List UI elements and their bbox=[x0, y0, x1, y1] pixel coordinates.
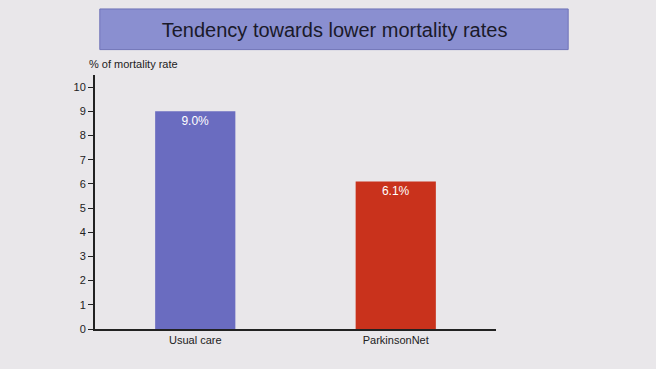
svg-text:8: 8 bbox=[80, 129, 86, 141]
svg-text:9: 9 bbox=[80, 105, 86, 117]
svg-text:Tendency towards lower mortali: Tendency towards lower mortality rates bbox=[162, 19, 508, 41]
svg-text:6: 6 bbox=[80, 178, 86, 190]
svg-text:1: 1 bbox=[80, 299, 86, 311]
svg-text:ParkinsonNet: ParkinsonNet bbox=[363, 334, 429, 346]
svg-text:4: 4 bbox=[80, 226, 86, 238]
svg-text:9.0%: 9.0% bbox=[181, 114, 209, 128]
svg-text:0: 0 bbox=[80, 323, 86, 335]
svg-text:6.1%: 6.1% bbox=[382, 184, 410, 198]
svg-text:10: 10 bbox=[74, 81, 86, 93]
svg-text:7: 7 bbox=[80, 154, 86, 166]
svg-text:5: 5 bbox=[80, 202, 86, 214]
svg-text:3: 3 bbox=[80, 250, 86, 262]
svg-text:Usual care: Usual care bbox=[169, 334, 222, 346]
svg-text:% of mortality rate: % of mortality rate bbox=[89, 58, 178, 70]
svg-text:2: 2 bbox=[80, 274, 86, 286]
